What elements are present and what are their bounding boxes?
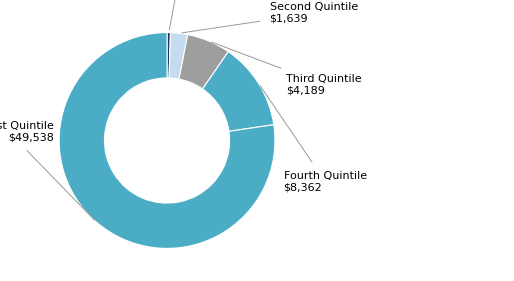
Text: Second Quintile
$1,639: Second Quintile $1,639: [182, 2, 358, 33]
Wedge shape: [179, 35, 228, 89]
Wedge shape: [203, 52, 274, 131]
Wedge shape: [169, 33, 188, 79]
Text: Lowest Quintile
$324: Lowest Quintile $324: [137, 0, 223, 30]
Wedge shape: [59, 33, 275, 248]
Text: Highest Quintile
$49,538: Highest Quintile $49,538: [0, 121, 95, 220]
Text: Third Quintile
$4,189: Third Quintile $4,189: [211, 42, 361, 95]
Text: Fourth Quintile
$8,362: Fourth Quintile $8,362: [260, 86, 366, 192]
Wedge shape: [167, 33, 171, 78]
